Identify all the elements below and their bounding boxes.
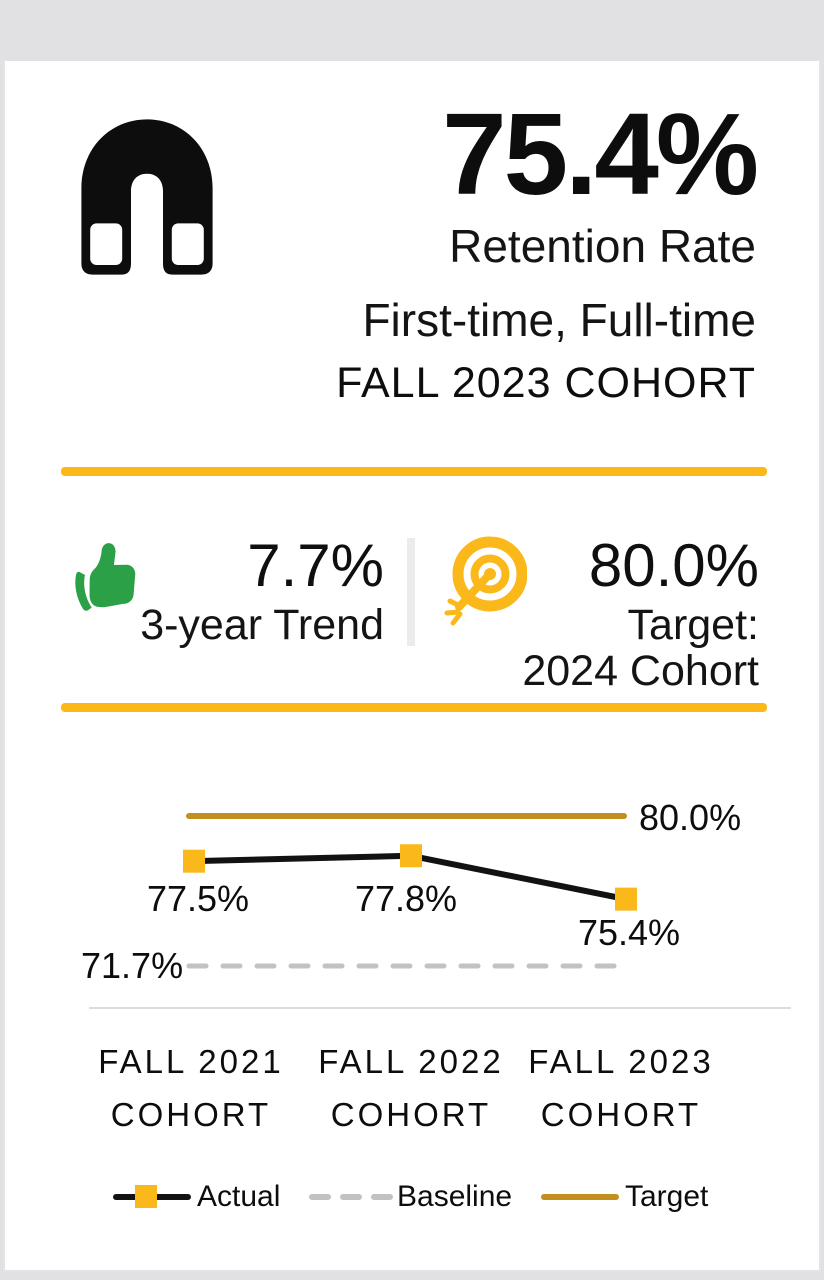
data-label-2022: 77.8% xyxy=(354,878,458,919)
thumbs-up-icon xyxy=(75,543,136,611)
divider-rule-top xyxy=(61,467,767,476)
actual-data-point-marker xyxy=(615,887,637,911)
legend-actual-label: Actual xyxy=(197,1180,281,1213)
data-label-2023: 75.4% xyxy=(577,912,681,953)
data-label-2021: 77.5% xyxy=(146,878,250,919)
retention-trend-chart xyxy=(183,813,637,969)
magnet-icon xyxy=(81,119,213,275)
x-axis-line xyxy=(89,1007,791,1009)
kpi-card: 75.4% Retention Rate First-time, Full-ti… xyxy=(3,61,821,1272)
trend-value: 7.7% xyxy=(247,532,384,599)
headline-label-2: First-time, Full-time xyxy=(362,294,756,346)
legend-actual-marker-swatch xyxy=(135,1185,157,1208)
baseline-label: 71.7% xyxy=(81,945,184,986)
target-value: 80.0% xyxy=(588,532,759,599)
target-label-1: Target: xyxy=(627,601,759,649)
legend-target-line-swatch xyxy=(541,1194,619,1200)
target-icon xyxy=(444,536,527,626)
actual-data-point-marker xyxy=(400,844,422,868)
trend-label: 3-year Trend xyxy=(140,601,384,649)
axis-label-line: FALL 2023 xyxy=(528,1043,714,1080)
headline-label-1: Retention Rate xyxy=(449,220,756,272)
axis-label-line: FALL 2022 xyxy=(318,1043,504,1080)
axis-label-line: FALL 2021 xyxy=(98,1043,284,1080)
axis-label-fall-2023: FALL 2023 COHORT xyxy=(501,1035,741,1141)
axis-label-line: COHORT xyxy=(330,1096,492,1133)
legend-baseline-label: Baseline xyxy=(397,1180,513,1213)
legend-baseline-dash-swatch xyxy=(309,1194,393,1200)
actual-data-point-marker xyxy=(183,849,205,873)
kpi-vertical-divider xyxy=(407,538,415,646)
axis-label-line: COHORT xyxy=(540,1096,702,1133)
divider-rule-bottom xyxy=(61,703,767,712)
headline-value: 75.4% xyxy=(442,89,759,219)
target-line-label: 80.0% xyxy=(639,797,742,838)
axis-label-fall-2021: FALL 2021 COHORT xyxy=(71,1035,311,1141)
axis-label-line: COHORT xyxy=(110,1096,272,1133)
axis-label-fall-2022: FALL 2022 COHORT xyxy=(291,1035,531,1141)
headline-label-3: FALL 2023 COHORT xyxy=(336,359,756,407)
target-label-2: 2024 Cohort xyxy=(522,647,759,695)
legend-target-label: Target xyxy=(625,1180,709,1213)
